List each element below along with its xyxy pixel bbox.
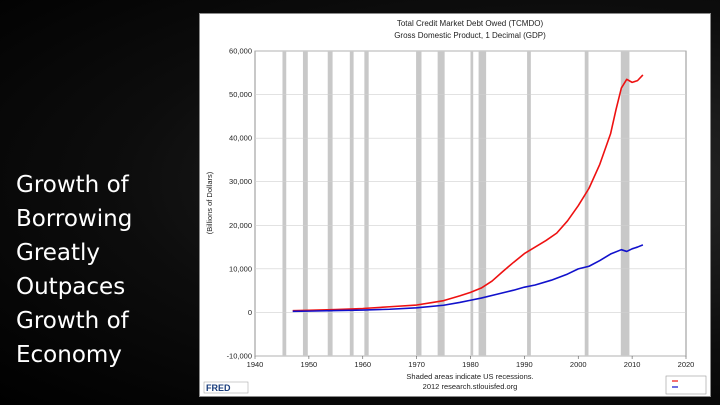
slide-title: Growth of Borrowing Greatly Outpaces Gro… [16, 172, 133, 368]
x-axis-ticks: 1940 1950 1960 1970 1980 1990 2000 2010 2020 [247, 356, 695, 369]
fred-logo-text: FRED [206, 383, 231, 393]
recession-band [620, 51, 630, 356]
recession-band [364, 51, 369, 356]
recession-band [527, 51, 531, 356]
y-tick-label: 40,000 [229, 134, 252, 143]
recession-band [416, 51, 422, 356]
x-tick-label: 1950 [301, 360, 318, 369]
legend-box [665, 375, 707, 395]
footer-note: Shaded areas indicate US recessions. [406, 372, 533, 381]
x-tick-label: 2000 [570, 360, 587, 369]
recession-band [349, 51, 354, 356]
x-tick-label: 1960 [354, 360, 371, 369]
recession-band [282, 51, 287, 356]
y-tick-label: 50,000 [229, 90, 252, 99]
x-tick-label: 1990 [516, 360, 533, 369]
x-tick-label: 2020 [678, 360, 695, 369]
recession-band [302, 51, 308, 356]
x-tick-label: 1980 [462, 360, 479, 369]
y-tick-label: -10,000 [227, 352, 252, 361]
y-axis-label: (Billions of Dollars) [205, 171, 214, 234]
x-tick-label: 1940 [247, 360, 264, 369]
recession-band [437, 51, 445, 356]
series-line-gdp [292, 244, 644, 313]
y-axis-ticks: -10,000 0 10,000 20,000 30,000 40,000 50,000 60… [227, 47, 252, 361]
x-tick-label: 2010 [624, 360, 641, 369]
recession-band [470, 51, 474, 356]
chart-title: Total Credit Market Debt Owed (TCMDO) [397, 19, 544, 28]
y-tick-label: 20,000 [229, 221, 252, 230]
y-tick-label: 0 [248, 308, 252, 317]
y-tick-label: 10,000 [229, 264, 252, 273]
chart-frame: Total Credit Market Debt Owed (TCMDO) Gr… [199, 13, 711, 397]
y-tick-label: 60,000 [229, 47, 252, 56]
recession-band [584, 51, 589, 356]
chart-subtitle: Gross Domestic Product, 1 Decimal (GDP) [394, 31, 546, 40]
y-tick-label: 30,000 [229, 177, 252, 186]
fred-line-chart: Total Credit Market Debt Owed (TCMDO) Gr… [200, 14, 710, 396]
recession-bands [282, 51, 630, 356]
x-tick-label: 1970 [408, 360, 425, 369]
footer-credit: 2012 research.stlouisfed.org [423, 382, 518, 391]
fred-logo: FRED [203, 381, 249, 394]
series-lines [292, 74, 644, 313]
recession-band [327, 51, 333, 356]
recession-band [478, 51, 487, 356]
series-line-tcmdo [292, 74, 644, 312]
